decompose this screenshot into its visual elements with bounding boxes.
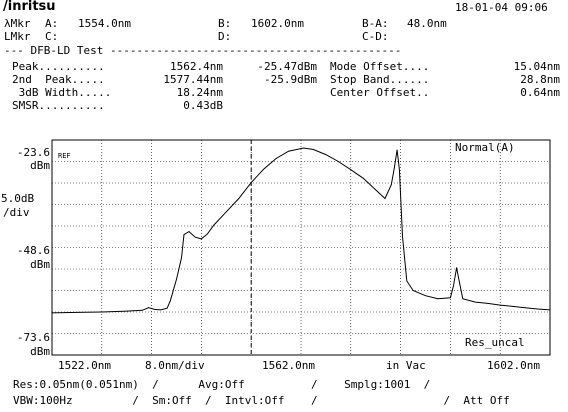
- x-center-label: 1562.0nm: [262, 359, 315, 372]
- plot-grid: [52, 140, 550, 355]
- wl-marker-label: λMkr: [4, 17, 31, 30]
- y-scale-value: 5.0dB: [1, 192, 35, 205]
- y-top-unit: dBm: [30, 159, 50, 172]
- marker-b-value: 1602.0nm: [251, 17, 304, 30]
- datetime: 18-01-04 09:06: [455, 1, 548, 14]
- level-marker-label: LMkr: [4, 30, 31, 43]
- marker-a-value: 1554.0nm: [78, 17, 131, 30]
- stop-band-label: Stop Band......: [330, 73, 430, 86]
- marker-a-label: A:: [45, 17, 59, 30]
- center-offset-value: 0.64nm: [520, 86, 560, 99]
- brand-logo: /inritsu: [3, 0, 56, 14]
- settings-line-1: Res:0.05nm(0.051nm) / Avg:Off / Smplg:10…: [13, 378, 431, 391]
- smsr-value: 0.43dB: [183, 99, 223, 112]
- width-value: 18.24nm: [176, 86, 223, 99]
- marker-d-label: D:: [218, 30, 232, 43]
- marker-ba-value: 48.0nm: [407, 17, 447, 30]
- y-bottom-unit: dBm: [30, 345, 50, 358]
- peak-level: -25.47dBm: [257, 60, 317, 73]
- center-offset-label: Center Offset..: [330, 86, 430, 99]
- trace-mode: Normal(A): [455, 141, 515, 154]
- width-label: 3dB Width.....: [12, 86, 112, 99]
- marker-ba-label: B-A:: [362, 17, 389, 30]
- marker-cd-label: C-D:: [362, 30, 389, 43]
- peak-label: Peak..........: [12, 60, 105, 73]
- trace-a-line: [51, 147, 551, 314]
- ref-tag: REF: [58, 152, 71, 160]
- marker-c-label: C:: [45, 30, 59, 43]
- mode-offset-label: Mode Offset....: [330, 60, 430, 73]
- second-peak-level: -25.9dBm: [264, 73, 317, 86]
- y-mid-value: -48.6: [16, 244, 50, 257]
- peak-wavelength: 1562.4nm: [170, 60, 223, 73]
- x-stop-label: 1602.0nm: [487, 359, 540, 372]
- second-peak-label: 2nd Peak.....: [12, 73, 105, 86]
- resolution-uncal-tag: Res_uncal: [465, 336, 525, 349]
- y-mid-unit: dBm: [30, 258, 50, 271]
- x-medium-label: in Vac: [386, 359, 426, 372]
- smsr-label: SMSR..........: [12, 99, 105, 112]
- x-start-label: 1522.0nm: [58, 359, 111, 372]
- y-top-value: -23.6: [16, 146, 50, 159]
- y-scale-unit: /div: [3, 206, 30, 219]
- y-bottom-value: -73.6: [16, 331, 50, 344]
- second-peak-wavelength: 1577.44nm: [163, 73, 223, 86]
- plot-frame: [51, 139, 551, 356]
- stop-band-value: 28.8nm: [520, 73, 560, 86]
- marker-b-label: B:: [218, 17, 232, 30]
- mode-offset-value: 15.04nm: [513, 60, 560, 73]
- test-title: --- DFB-LD Test ------------------------…: [4, 44, 402, 57]
- settings-line-2: VBW:100Hz / Sm:Off / Intvl:Off / / Att O…: [13, 394, 510, 407]
- x-span-label: 8.0nm/div: [145, 359, 205, 372]
